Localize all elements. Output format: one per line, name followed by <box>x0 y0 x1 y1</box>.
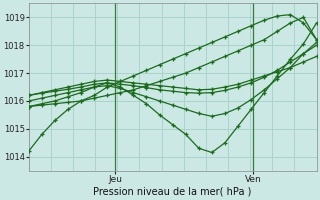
X-axis label: Pression niveau de la mer( hPa ): Pression niveau de la mer( hPa ) <box>93 187 252 197</box>
